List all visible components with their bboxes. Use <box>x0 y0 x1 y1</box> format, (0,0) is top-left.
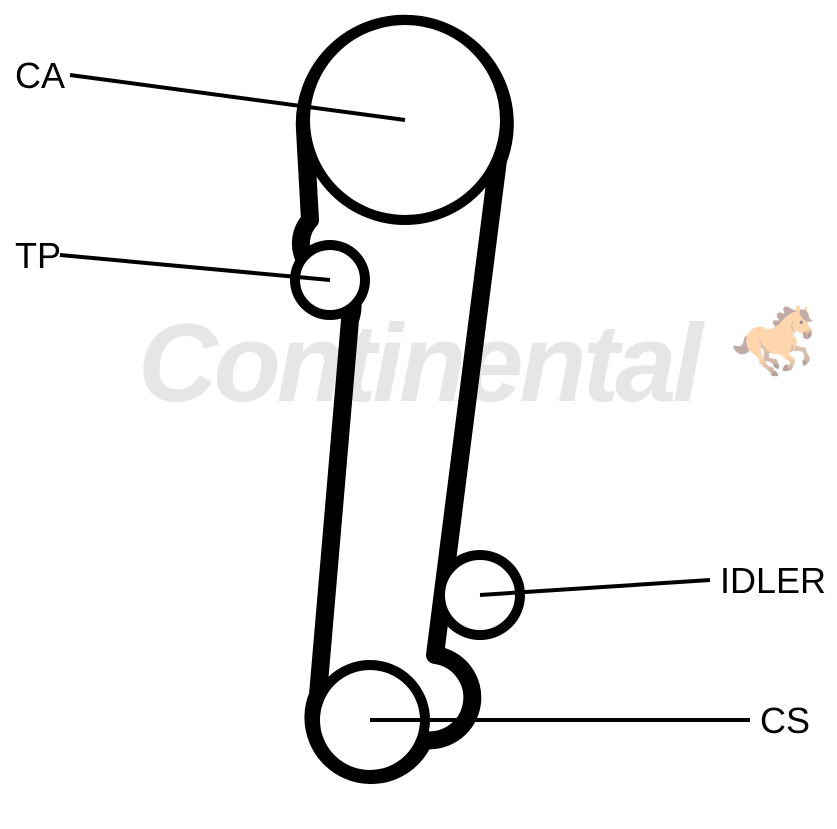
leader-tp <box>60 255 330 280</box>
label-idler: IDLER <box>720 560 826 602</box>
label-tp: TP <box>15 235 61 277</box>
label-cs: CS <box>760 700 810 742</box>
timing-belt-diagram <box>0 0 837 829</box>
label-ca: CA <box>15 55 65 97</box>
